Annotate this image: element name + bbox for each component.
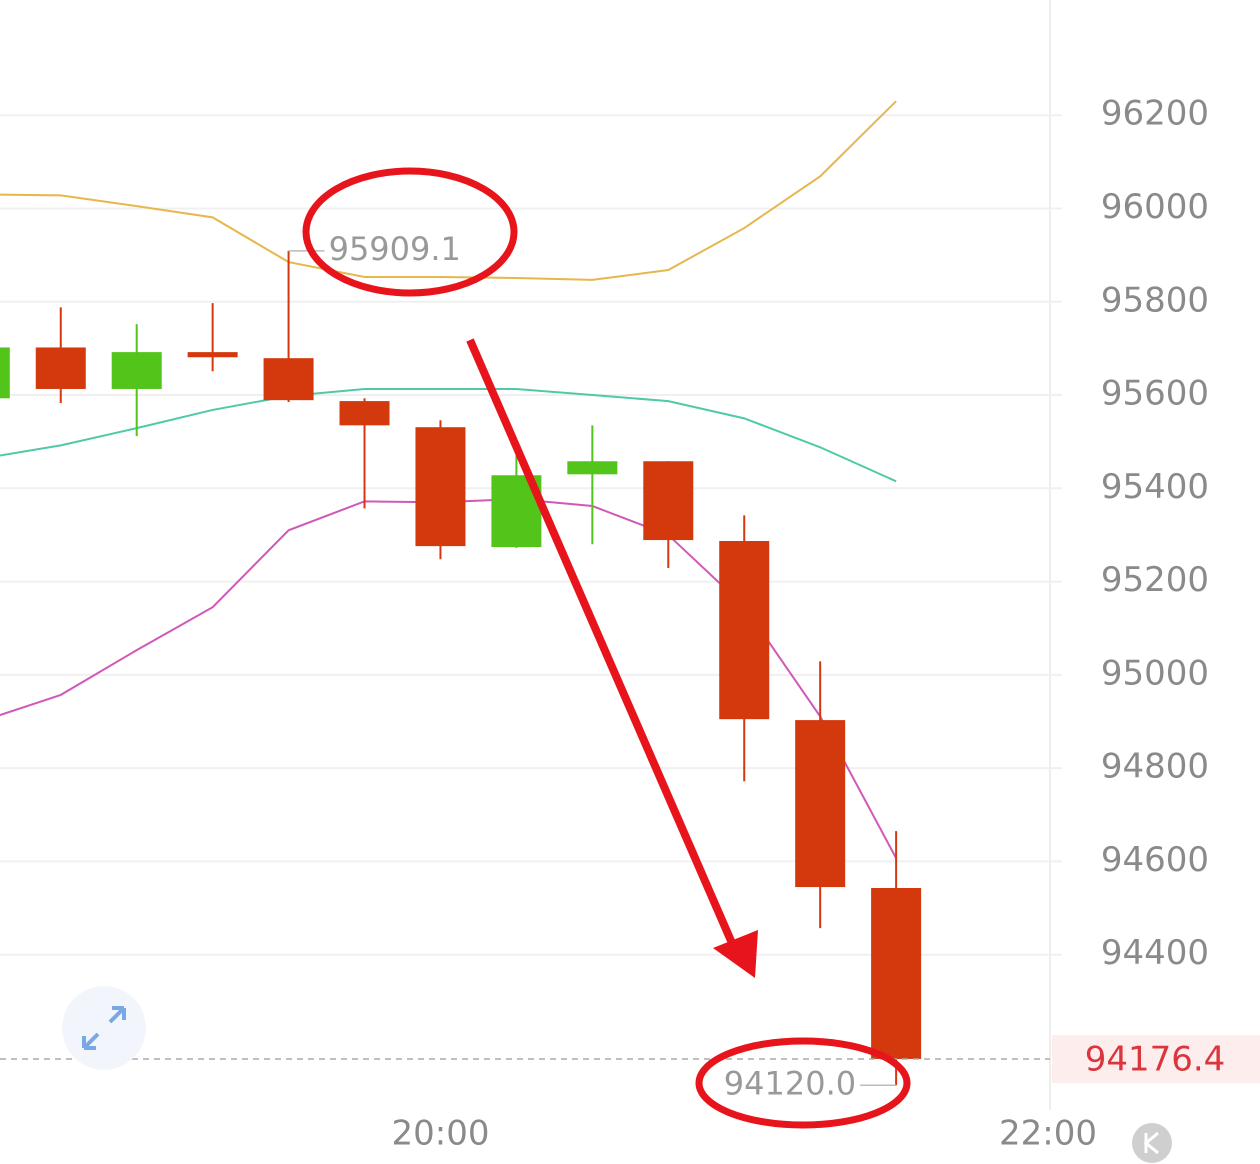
k-icon (1143, 1131, 1159, 1155)
y-tick-label: 95600 (1101, 374, 1209, 414)
arrow-head (713, 930, 758, 978)
candles (0, 250, 922, 1086)
expand-icon (82, 1006, 126, 1050)
candle-body (415, 427, 466, 547)
candle-body (187, 352, 238, 358)
band-line (0, 100, 897, 281)
grid (0, 114, 1062, 956)
x-tick-label: 22:00 (999, 1114, 1097, 1154)
y-tick-label: 96200 (1101, 94, 1209, 134)
candle-body (339, 401, 390, 426)
y-tick-label: 96000 (1101, 187, 1209, 227)
y-tick-label: 95800 (1101, 280, 1209, 320)
highlight-circle (302, 167, 518, 297)
candle-body (263, 358, 314, 401)
y-tick-label: 94600 (1101, 840, 1209, 880)
k-button[interactable] (1132, 1123, 1172, 1163)
x-tick-label: 20:00 (391, 1114, 489, 1154)
expand-button[interactable] (62, 986, 146, 1070)
y-tick-label: 94400 (1101, 933, 1209, 973)
y-tick-label: 94800 (1101, 747, 1209, 787)
highlight-circle (695, 1037, 911, 1129)
candle-body (111, 352, 162, 389)
max-label: 95909.1 (329, 230, 461, 268)
y-tick-label: 95000 (1101, 653, 1209, 693)
last-price-box (1052, 1034, 1260, 1083)
candle-body (35, 347, 86, 389)
candle-body (871, 888, 922, 1059)
y-tick-label: 95200 (1101, 560, 1209, 600)
candle-body (643, 461, 694, 541)
candle-body (0, 347, 10, 399)
last-price-label: 94176.4 (1085, 1039, 1226, 1079)
candle-body (795, 720, 846, 888)
labels: 94400 94600 94800 95000 95200 95400 95600 95800… (0, 94, 1260, 1154)
y-tick-label: 95400 (1101, 467, 1209, 507)
candle-body (567, 461, 618, 475)
arrow (466, 338, 739, 952)
candle-body (719, 541, 770, 720)
min-label: 94120.0 (724, 1064, 856, 1102)
